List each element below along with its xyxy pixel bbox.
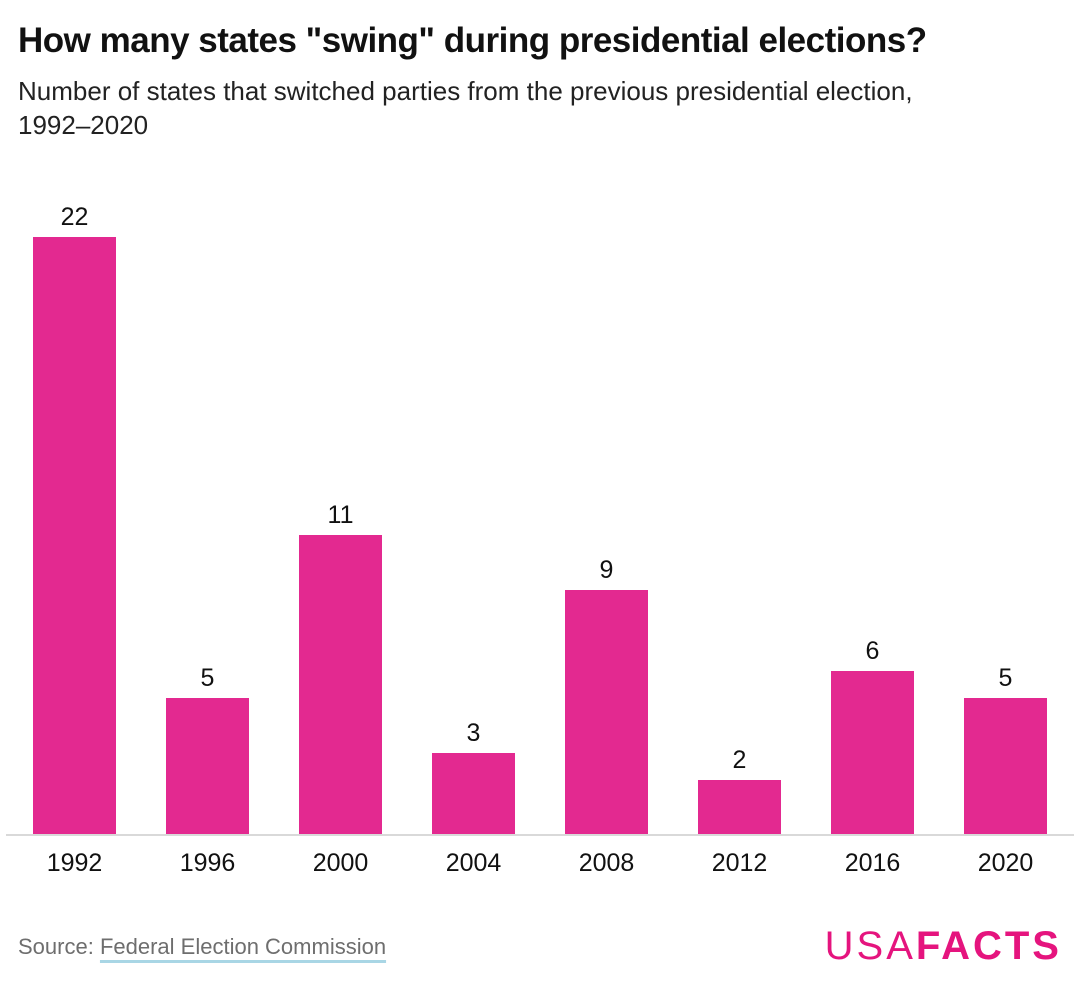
- bar-2004: [432, 752, 515, 834]
- x-axis-labels: 1992 1996 2000 2004 2008 2012 2016 2020: [0, 849, 1080, 878]
- bar-value-label-2016: 6: [865, 636, 880, 665]
- source-link[interactable]: Federal Election Commission: [99, 933, 387, 959]
- bar-column-2020: 5: [964, 663, 1047, 834]
- bar-value-label-2020: 5: [998, 663, 1013, 692]
- x-axis-label-1996: 1996: [179, 848, 236, 877]
- bar-column-1996: 5: [166, 663, 249, 834]
- bar-value-label-2004: 3: [466, 718, 481, 747]
- bar-column-2008: 9: [565, 555, 648, 834]
- bar-2012: [698, 779, 781, 834]
- source-note: Source: Federal Election Commission: [18, 934, 386, 966]
- x-axis-label-2012: 2012: [711, 848, 768, 877]
- x-axis-label-1992: 1992: [46, 848, 103, 877]
- usafacts-logo-usa: USA: [824, 923, 916, 968]
- chart-footer: Source: Federal Election Commission USAF…: [0, 926, 1080, 966]
- x-axis-label-2004: 2004: [445, 848, 502, 877]
- bar-column-2012: 2: [698, 745, 781, 834]
- bar-value-label-1992: 22: [60, 202, 89, 231]
- x-axis-label-2000: 2000: [312, 848, 369, 877]
- chart-subtitle: Number of states that switched parties f…: [18, 74, 1062, 143]
- usafacts-logo-facts: FACTS: [915, 923, 1062, 968]
- bar-chart: 22 5 11 3 9 2 6 5 1992 1996 2000 2004 2008 2012 2016 2…: [0, 202, 1080, 878]
- bar-value-label-2000: 11: [327, 500, 354, 529]
- bar-column-2016: 6: [831, 636, 914, 834]
- chart-subtitle-line2: 1992–2020: [18, 110, 149, 141]
- chart-title: How many states "swing" during president…: [18, 21, 927, 60]
- x-axis-label-2020: 2020: [977, 848, 1034, 877]
- bar-value-label-2012: 2: [732, 745, 747, 774]
- usafacts-logo: USAFACTS: [825, 926, 1062, 966]
- plot-area: 22 5 11 3 9 2 6 5: [0, 202, 1080, 834]
- bar-value-label-2008: 9: [599, 555, 614, 584]
- x-axis-line: [6, 833, 1074, 836]
- bar-value-label-1996: 5: [200, 663, 215, 692]
- bar-2020: [964, 697, 1047, 834]
- chart-header: How many states "swing" during president…: [0, 0, 1080, 143]
- x-axis-label-2016: 2016: [844, 848, 901, 877]
- bar-1996: [166, 697, 249, 834]
- x-axis-label-2008: 2008: [578, 848, 635, 877]
- bar-column-2000: 11: [299, 500, 382, 834]
- bar-column-2004: 3: [432, 718, 515, 834]
- bar-2016: [831, 670, 914, 834]
- source-prefix: Source:: [18, 933, 94, 959]
- bar-1992: [33, 236, 116, 834]
- bar-2000: [299, 534, 382, 834]
- bar-column-1992: 22: [33, 202, 116, 834]
- chart-subtitle-line1: Number of states that switched parties f…: [18, 76, 913, 106]
- bar-2008: [565, 589, 648, 834]
